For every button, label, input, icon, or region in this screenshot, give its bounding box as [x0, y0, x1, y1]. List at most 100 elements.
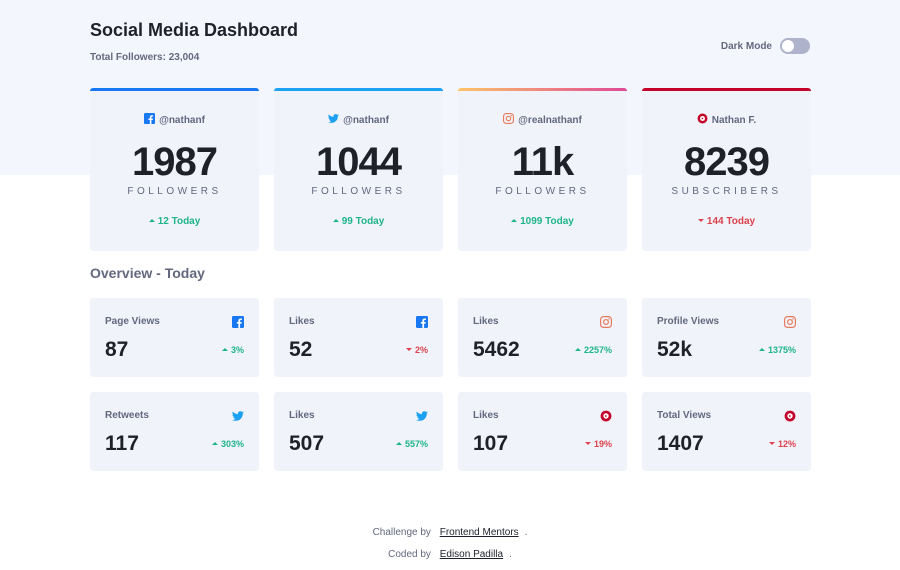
today-change: 99 Today [274, 216, 443, 227]
frontend-mentor-link[interactable]: Frontend Mentors [439, 527, 519, 538]
youtube-icon [600, 409, 612, 427]
card-accent-bar [274, 88, 443, 91]
page-title: Social Media Dashboard [90, 20, 299, 40]
follower-card-twitter[interactable]: @nathanf 1044 FOLLOWERS 99 Today [274, 88, 443, 251]
today-text: 99 Today [341, 216, 385, 227]
arrow-up-icon [211, 442, 218, 446]
card-handle: Nathan F. [642, 113, 811, 127]
facebook-icon [232, 315, 244, 333]
dark-mode-label: Dark Mode [720, 40, 772, 52]
overview-label: Likes [289, 316, 315, 327]
overview-value: 52 [289, 338, 313, 361]
overview-value: 117 [105, 432, 139, 455]
change-text: 557% [404, 439, 428, 449]
overview-change: 2257% [574, 345, 612, 355]
overview-change: 12% [768, 439, 796, 449]
overview-label: Page Views [105, 316, 160, 327]
overview-card[interactable]: Likes 52 2% [274, 298, 443, 377]
overview-card[interactable]: Retweets 117 303% [90, 392, 259, 471]
overview-change: 557% [395, 439, 428, 449]
change-text: 2% [414, 345, 428, 355]
arrow-up-icon [758, 348, 765, 352]
handle-text: @nathanf [343, 114, 389, 126]
arrow-down-icon [697, 218, 704, 222]
challenge-credit: Challenge by Frontend Mentors. [0, 526, 900, 548]
follower-unit: FOLLOWERS [311, 186, 406, 197]
today-text: 144 Today [706, 216, 756, 227]
coded-suffix: . [509, 549, 512, 560]
toggle-knob [782, 40, 794, 52]
youtube-icon [784, 409, 796, 427]
facebook-icon [144, 113, 156, 127]
arrow-up-icon [332, 218, 339, 222]
overview-card[interactable]: Total Views 1407 12% [642, 392, 811, 471]
today-change: 144 Today [642, 216, 811, 227]
follower-count: 11k [511, 140, 575, 184]
follower-count: 8239 [684, 140, 770, 184]
dark-mode-toggle[interactable] [780, 38, 810, 54]
page-header: Social Media Dashboard Total Followers: … [90, 0, 810, 88]
overview-value: 1407 [657, 432, 704, 455]
overview-value: 87 [105, 338, 129, 361]
card-accent-bar [642, 88, 811, 91]
overview-label: Retweets [105, 410, 149, 421]
arrow-down-icon [405, 348, 412, 352]
today-text: 12 Today [157, 216, 201, 227]
today-change: 12 Today [90, 216, 259, 227]
overview-card[interactable]: Likes 107 19% [458, 392, 627, 471]
instagram-icon [600, 315, 612, 333]
overview-change: 303% [211, 439, 244, 449]
instagram-icon [503, 113, 515, 127]
overview-card[interactable]: Page Views 87 3% [90, 298, 259, 377]
overview-label: Likes [473, 410, 499, 421]
coded-prefix: Coded by [388, 549, 431, 560]
arrow-up-icon [221, 348, 228, 352]
overview-card[interactable]: Likes 507 557% [274, 392, 443, 471]
arrow-up-icon [148, 218, 155, 222]
instagram-icon [784, 315, 796, 333]
overview-card[interactable]: Likes 5462 2257% [458, 298, 627, 377]
follower-count: 1044 [316, 140, 402, 184]
challenge-suffix: . [524, 527, 528, 538]
overview-label: Total Views [657, 410, 712, 421]
overview-value: 107 [473, 432, 509, 455]
overview-change: 19% [584, 439, 612, 449]
overview-label: Likes [473, 316, 499, 327]
arrow-up-icon [574, 348, 581, 352]
today-change: 1099 Today [458, 216, 627, 227]
change-text: 2257% [583, 345, 612, 355]
arrow-up-icon [395, 442, 402, 446]
follower-card-youtube[interactable]: Nathan F. 8239 SUBSCRIBERS 144 Today [642, 88, 811, 251]
today-text: 1099 Today [520, 216, 574, 227]
overview-value: 507 [289, 432, 325, 455]
follower-unit: FOLLOWERS [127, 186, 222, 197]
overview-label: Likes [289, 410, 315, 421]
footer: Challenge by Frontend Mentors. Coded by … [0, 526, 900, 570]
card-handle: @nathanf [90, 113, 259, 127]
change-text: 12% [777, 439, 796, 449]
coded-credit: Coded by Edison Padilla. [0, 548, 900, 570]
facebook-icon [416, 315, 428, 333]
overview-title: Overview - Today [90, 265, 205, 281]
follower-count: 1987 [132, 140, 218, 184]
arrow-down-icon [768, 442, 775, 446]
twitter-icon [327, 113, 340, 127]
follower-cards: @nathanf 1987 FOLLOWERS 12 Today @nathan… [90, 88, 811, 251]
card-accent-bar [90, 88, 259, 91]
overview-change: 3% [221, 345, 244, 355]
follower-card-facebook[interactable]: @nathanf 1987 FOLLOWERS 12 Today [90, 88, 259, 251]
overview-grid: Page Views 87 3% Likes 52 2% Likes 5462 … [90, 298, 811, 471]
handle-text: @realnathanf [518, 114, 582, 126]
change-text: 303% [220, 439, 244, 449]
handle-text: @nathanf [159, 114, 205, 126]
change-text: 19% [593, 439, 612, 449]
overview-card[interactable]: Profile Views 52k 1375% [642, 298, 811, 377]
change-text: 1375% [767, 345, 796, 355]
arrow-down-icon [584, 442, 591, 446]
follower-card-instagram[interactable]: @realnathanf 11k FOLLOWERS 1099 Today [458, 88, 627, 251]
youtube-icon [697, 113, 708, 127]
follower-unit: SUBSCRIBERS [671, 186, 782, 197]
author-link[interactable]: Edison Padilla [439, 549, 504, 560]
handle-text: Nathan F. [711, 114, 757, 126]
dark-mode-control: Dark Mode [721, 38, 810, 54]
